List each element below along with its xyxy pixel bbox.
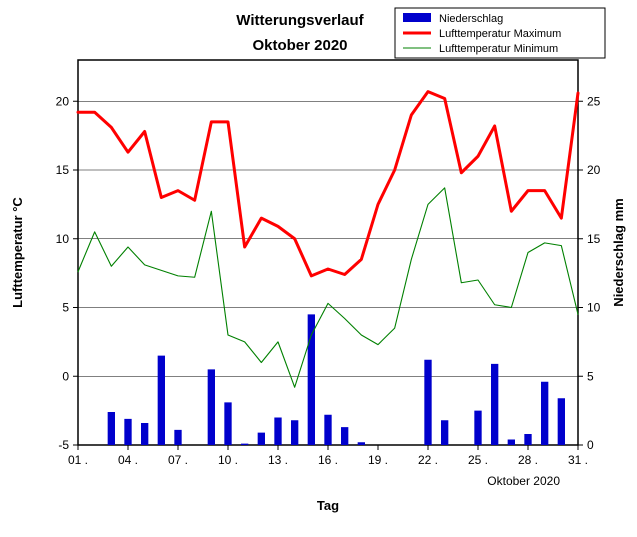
precip-bar [474,411,481,445]
ytick-left-label: 20 [56,94,70,108]
precip-bar [241,444,248,445]
precip-bar [424,360,431,445]
xtick-label: 13 . [268,453,288,467]
precip-bar [341,427,348,445]
xtick-label: 04 . [118,453,138,467]
legend-swatch [403,13,431,22]
precip-bar [491,364,498,445]
precip-bar [358,442,365,445]
precip-bar [124,419,131,445]
xtick-label: 16 . [318,453,338,467]
ytick-right-label: 0 [587,438,594,452]
chart-svg: Witterungsverlauf Oktober 2020 -5 0 5 10 15 20 0… [0,0,637,537]
precip-bar [291,420,298,445]
precip-bar [208,369,215,445]
precip-bar [558,398,565,445]
precip-bar [541,382,548,445]
y-right-label: Niederschlag mm [611,198,626,306]
xtick-label: 31 . [568,453,588,467]
precip-bar [108,412,115,445]
ytick-left-label: 0 [62,369,69,383]
x-axis-label: Tag [317,498,339,513]
y-left-label: Lufttemperatur °C [10,197,25,308]
precip-bar [324,415,331,445]
ytick-left-label: 15 [56,163,70,177]
precip-bar [524,434,531,445]
precip-bar [158,356,165,445]
precip-bar [274,418,281,446]
chart-title-2: Oktober 2020 [252,37,347,54]
precip-bar [141,423,148,445]
xtick-label: 28 . [518,453,538,467]
ytick-right-label: 25 [587,94,601,108]
xtick-label: 25 . [468,453,488,467]
ytick-left-label: 10 [56,232,70,246]
weather-chart: Witterungsverlauf Oktober 2020 -5 0 5 10 15 20 0… [0,0,637,537]
precip-bar [508,440,515,446]
ytick-left-label: 5 [62,301,69,315]
chart-footer: Oktober 2020 [487,474,560,488]
precip-bar [258,433,265,445]
ytick-left-label: -5 [58,438,69,452]
xtick-label: 22 . [418,453,438,467]
ytick-right-label: 5 [587,369,594,383]
precip-bar [224,402,231,445]
precip-bar [441,420,448,445]
precip-bar [174,430,181,445]
xtick-label: 01 . [68,453,88,467]
ytick-right-label: 20 [587,163,601,177]
legend-label: Lufttemperatur Minimum [439,43,558,55]
xtick-label: 19 . [368,453,388,467]
ytick-right-label: 15 [587,232,601,246]
chart-title-1: Witterungsverlauf [236,12,364,29]
xtick-label: 10 . [218,453,238,467]
legend-label: Lufttemperatur Maximum [439,28,561,40]
xtick-label: 07 . [168,453,188,467]
ytick-right-label: 10 [587,301,601,315]
legend-label: Niederschlag [439,13,503,25]
